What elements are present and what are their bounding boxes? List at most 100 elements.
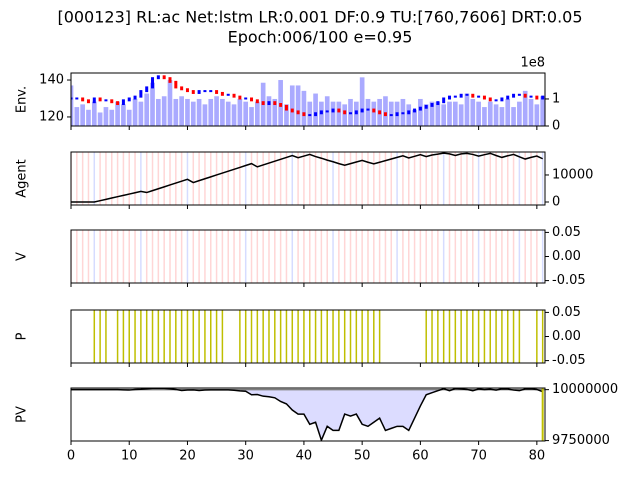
- volume-bar: [161, 96, 167, 126]
- candle: [366, 108, 370, 111]
- candle: [407, 110, 411, 115]
- volume-bar: [447, 101, 452, 126]
- volume-bar: [156, 98, 161, 126]
- y2-offset-label: 1e8: [520, 56, 545, 71]
- axes-frame: [70, 309, 546, 364]
- plot-area: [71, 388, 545, 441]
- candle: [174, 80, 178, 89]
- candle: [104, 99, 108, 102]
- plot-area: [93, 310, 544, 363]
- x-tick-label: 50: [354, 449, 371, 464]
- candle: [110, 99, 114, 104]
- candle: [471, 93, 475, 98]
- volume-bar: [97, 112, 103, 126]
- candle: [413, 108, 417, 113]
- candle: [244, 97, 248, 100]
- volume-bar: [412, 109, 417, 126]
- candle: [459, 93, 463, 98]
- candle: [378, 110, 382, 115]
- candle: [488, 97, 492, 102]
- candle: [296, 110, 300, 115]
- volume-bar: [214, 96, 219, 126]
- volume-bar: [522, 90, 528, 126]
- y-tick-label: 10000000: [552, 382, 618, 397]
- y-tick-label: 140: [39, 73, 64, 88]
- plot-area: [71, 152, 544, 205]
- x-tick-label: 60: [412, 449, 429, 464]
- candle: [337, 108, 341, 113]
- candle: [226, 93, 230, 96]
- area-below: [71, 389, 543, 441]
- candle: [512, 93, 516, 98]
- volume-bar: [144, 93, 150, 126]
- volume-bar: [511, 107, 516, 126]
- candle: [162, 75, 166, 80]
- y-tick-label: 0.00: [552, 249, 581, 264]
- candle: [156, 75, 160, 80]
- volume-bar: [476, 101, 481, 126]
- x-tick-label: 30: [237, 449, 254, 464]
- candle: [75, 97, 79, 100]
- plot-area: [71, 230, 544, 283]
- volume-bar: [295, 85, 301, 126]
- volume-bar: [167, 80, 173, 126]
- volume-bar: [493, 104, 499, 126]
- candle: [238, 95, 242, 100]
- volume-bar: [86, 109, 91, 126]
- volume-bar: [342, 104, 348, 126]
- candle: [453, 95, 457, 98]
- candle: [494, 99, 498, 102]
- volume-bar: [202, 104, 208, 126]
- candle: [442, 97, 446, 104]
- candle: [209, 90, 213, 93]
- volume-bar: [173, 98, 179, 126]
- candle: [465, 93, 469, 96]
- candle: [448, 95, 452, 100]
- candle: [261, 101, 265, 106]
- candle: [360, 108, 364, 113]
- axes-frame: [70, 72, 546, 127]
- candle: [354, 110, 358, 115]
- candle: [127, 97, 131, 102]
- volume-bar: [71, 85, 74, 126]
- candle: [482, 95, 486, 100]
- volume-bar: [289, 85, 295, 126]
- volume-bar: [423, 104, 429, 126]
- volume-bar: [528, 98, 534, 126]
- y-tick-label: 10000: [552, 167, 593, 182]
- volume-bar: [278, 80, 283, 126]
- volume-bar: [255, 101, 260, 126]
- candle: [284, 104, 288, 111]
- candle: [116, 101, 120, 106]
- figure-subtitle: Epoch:006/100 e=0.95: [228, 28, 413, 47]
- volume-bar: [359, 77, 365, 126]
- y2-tick-label: 1: [552, 91, 560, 106]
- candle: [430, 103, 434, 107]
- volume-bar: [266, 96, 272, 126]
- candle: [255, 99, 259, 104]
- candle: [168, 77, 172, 83]
- candle: [523, 93, 527, 98]
- agent-line: [71, 152, 543, 203]
- volume-bar: [313, 93, 318, 126]
- volume-bar: [499, 107, 505, 126]
- volume-bar: [452, 101, 458, 126]
- candle: [436, 101, 440, 106]
- volume-bar: [272, 98, 278, 126]
- candle: [185, 88, 189, 93]
- volume-bar: [91, 101, 97, 126]
- volume-bar: [284, 104, 289, 126]
- axes-frame: [70, 229, 546, 284]
- y-tick-label: -0.05: [552, 273, 586, 288]
- volume-bar: [517, 101, 522, 126]
- candle: [308, 114, 312, 117]
- axes-frame: [70, 387, 546, 442]
- y-tick-label: 0.05: [552, 225, 581, 240]
- candle: [314, 112, 318, 117]
- candle: [267, 101, 271, 106]
- pv-line: [71, 388, 543, 441]
- volume-bar: [458, 104, 464, 126]
- volume-bar: [429, 101, 435, 126]
- y-tick-label: 0: [552, 194, 560, 209]
